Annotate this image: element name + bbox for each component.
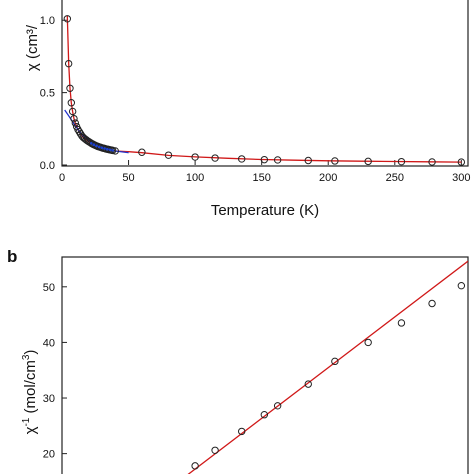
y-axis-label-a: χ (cm³/ <box>24 24 41 71</box>
chart-panel-b: b 20 30 40 50 χ-1 (mol/cm3) <box>7 247 469 474</box>
data-point <box>95 144 98 148</box>
plot-frame-a <box>61 0 469 167</box>
data-point <box>63 15 72 23</box>
data-point <box>397 157 406 166</box>
y-tick-label: 20 <box>43 449 55 461</box>
x-tick-label: 200 <box>319 172 337 184</box>
x-tick-label: 100 <box>186 172 204 184</box>
x-tick-label: 300 <box>452 172 470 184</box>
series-clip-group <box>63 15 466 166</box>
x-tick-label: 0 <box>59 172 65 184</box>
data-point <box>71 119 80 127</box>
data-point <box>67 99 76 107</box>
data-point <box>78 132 86 140</box>
data-point <box>364 338 372 347</box>
data-point <box>304 380 312 388</box>
series-line <box>187 260 468 474</box>
data-point <box>70 114 78 123</box>
y-tick-label: 1.0 <box>40 15 55 27</box>
data-point <box>364 157 372 166</box>
x-tick-label: 50 <box>122 172 134 184</box>
y-tick-label: 50 <box>43 282 55 294</box>
data-point <box>273 402 282 410</box>
x-axis-label-a: Temperature (K) <box>211 202 319 219</box>
data-point <box>105 147 109 151</box>
data-point <box>260 155 269 164</box>
data-point <box>111 149 114 152</box>
data-point <box>103 147 106 150</box>
data-point <box>397 319 406 327</box>
data-point <box>211 154 219 162</box>
y-axis-label-b: χ-1 (mol/cm3) <box>21 350 39 435</box>
data-point <box>273 156 282 164</box>
y-tick-label: 0.0 <box>40 160 55 172</box>
tick-group-a: 0.0 0.5 1.0 0 50 100 150 200 250 300 <box>40 15 471 184</box>
data-point <box>89 141 93 145</box>
data-point <box>68 107 77 116</box>
data-point <box>97 145 101 149</box>
series-group-b <box>187 260 468 474</box>
data-point <box>191 153 199 161</box>
tick-group-b: 20 30 40 50 <box>43 282 67 461</box>
data-point <box>100 146 104 150</box>
chart-panel-a: 0.0 0.5 1.0 0 50 100 150 200 250 300 Temperature … <box>24 0 471 219</box>
series-line <box>66 15 462 163</box>
data-point <box>238 427 246 436</box>
data-point <box>191 462 199 470</box>
data-point <box>457 158 466 166</box>
y-label-b-sup: -1 <box>21 417 32 426</box>
data-point <box>331 357 339 366</box>
plot-frame-b <box>61 256 469 474</box>
data-point <box>428 158 436 166</box>
series-clip-group <box>187 260 468 474</box>
x-tick-label: 150 <box>252 172 270 184</box>
data-point <box>138 148 146 156</box>
data-point <box>211 446 219 454</box>
y-tick-label: 40 <box>43 337 55 349</box>
data-point <box>260 411 269 419</box>
data-point <box>164 151 173 159</box>
data-point <box>238 155 246 163</box>
x-tick-label: 250 <box>386 172 404 184</box>
series-group-a <box>63 15 466 166</box>
y-label-b-sup2: 3 <box>21 354 32 360</box>
y-tick-label: 0.5 <box>40 88 55 100</box>
y-label-b-base: χ <box>22 426 39 434</box>
data-point <box>92 143 96 147</box>
panel-label-b: b <box>7 247 17 266</box>
y-label-b-rest: (mol/cm <box>22 360 39 418</box>
data-point <box>108 148 112 152</box>
data-point <box>331 157 339 165</box>
y-tick-label: 30 <box>43 393 55 405</box>
data-point <box>428 299 436 308</box>
data-point <box>304 156 312 165</box>
data-point <box>457 281 466 290</box>
data-point <box>66 84 74 92</box>
data-point <box>64 59 73 68</box>
y-label-b-end: ) <box>22 350 39 355</box>
